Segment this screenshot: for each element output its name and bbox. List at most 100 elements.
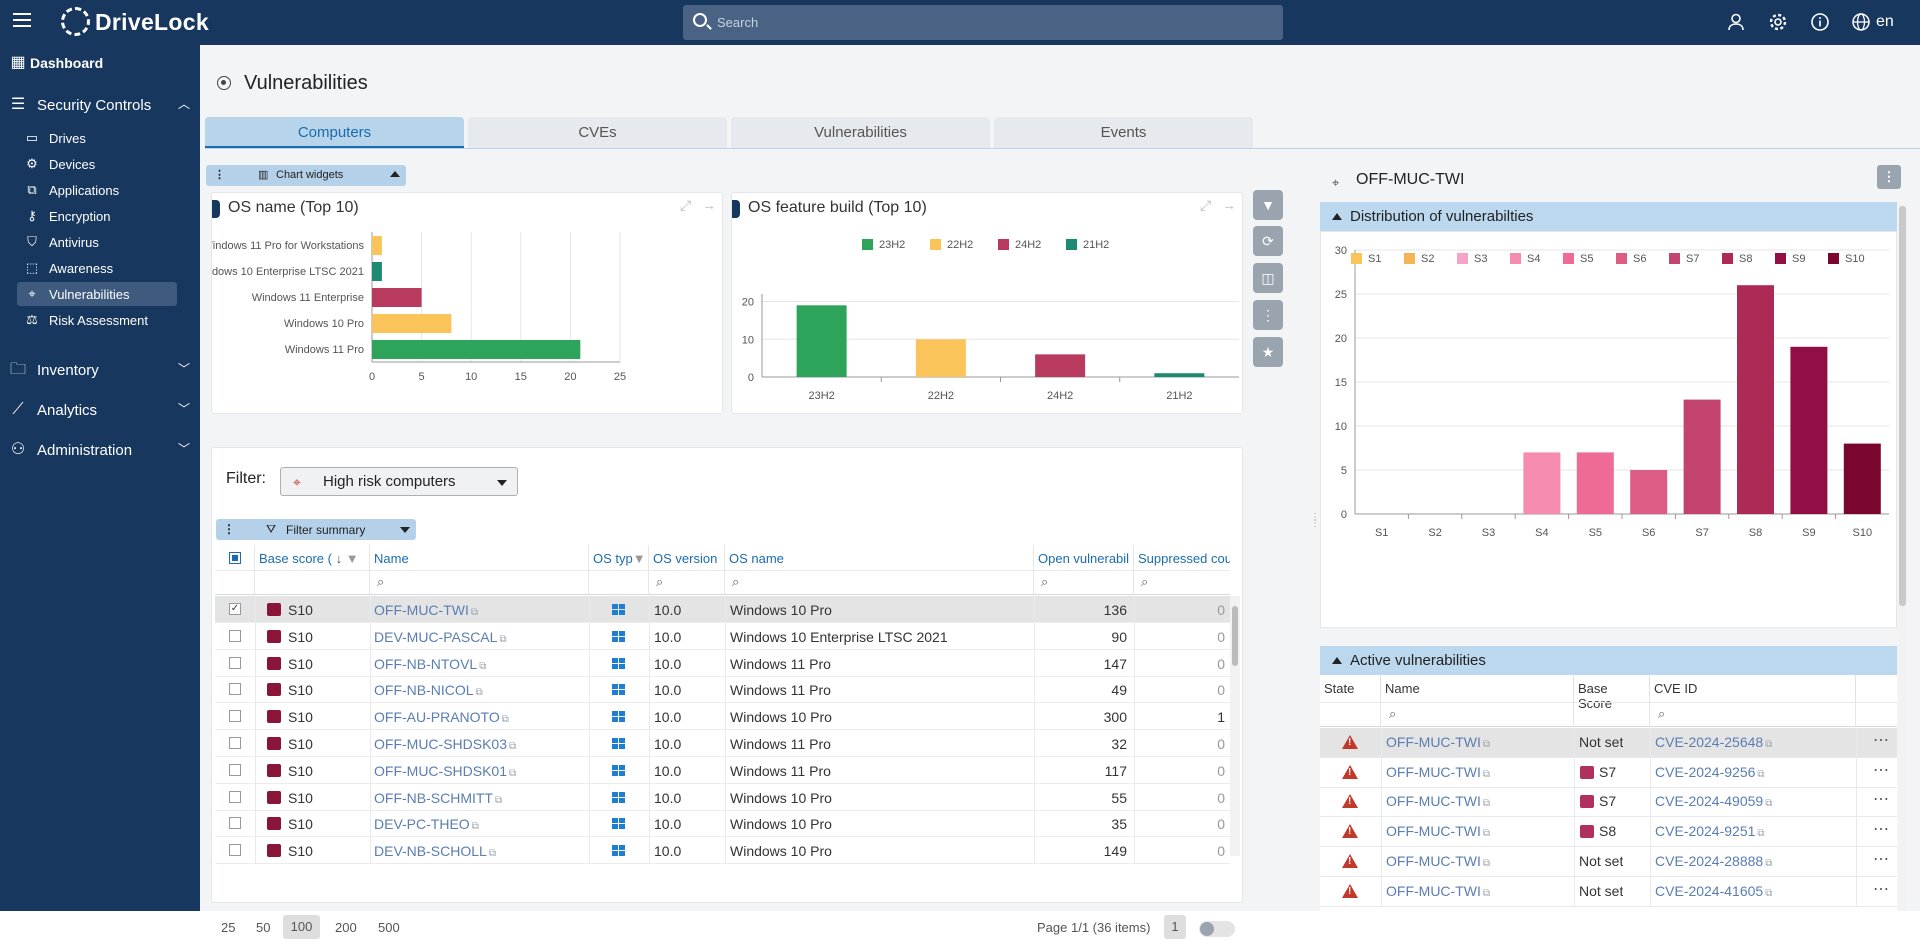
layout-button[interactable]: ◫ bbox=[1253, 263, 1283, 293]
legend-label[interactable]: S4 bbox=[1527, 253, 1540, 265]
bar[interactable] bbox=[372, 262, 382, 281]
vulnerability-row[interactable]: OFF-MUC-TWI⧉ Not set CVE-2024-28888⧉ ⋯ bbox=[1320, 846, 1897, 877]
bar[interactable] bbox=[1154, 373, 1205, 377]
sidebar-item-devices[interactable]: ⚙ Devices bbox=[17, 152, 177, 176]
col-state[interactable]: State bbox=[1320, 675, 1381, 702]
tab-vulnerabilities[interactable]: Vulnerabilities bbox=[731, 117, 990, 148]
vulnerability-row[interactable]: OFF-MUC-TWI⧉ S7 CVE-2024-9256⧉ ⋯ bbox=[1320, 757, 1897, 788]
kebab-menu-icon[interactable]: ⋮ bbox=[214, 169, 225, 181]
computer-name-link[interactable]: OFF-MUC-TWI ⧉ bbox=[1386, 882, 1490, 899]
legend-label[interactable]: 22H2 bbox=[947, 239, 973, 251]
col-name[interactable]: Name bbox=[370, 545, 589, 570]
row-checkbox[interactable]: ✓ bbox=[229, 603, 241, 615]
sidebar-group-inventory[interactable]: 🗀 Inventory ﹀ bbox=[9, 361, 191, 379]
row-checkbox[interactable] bbox=[229, 790, 241, 803]
expand-icon[interactable]: ⤢ bbox=[680, 197, 692, 213]
cve-id-link[interactable]: CVE-2024-9256 ⧉ bbox=[1655, 763, 1765, 780]
computer-name-link[interactable]: DEV-NB-SCHOLL ⧉ bbox=[374, 843, 496, 860]
row-actions-icon[interactable]: ⋯ bbox=[1873, 791, 1890, 809]
bar[interactable] bbox=[1843, 443, 1881, 514]
bar[interactable] bbox=[372, 236, 382, 255]
active-vulnerabilities-header[interactable]: Active vulnerabilities bbox=[1320, 646, 1897, 675]
cve-id-link[interactable]: CVE-2024-9251 ⧉ bbox=[1655, 823, 1765, 840]
sidebar-item-antivirus[interactable]: ⛉ Antivirus bbox=[17, 230, 177, 254]
external-link-icon[interactable]: ⧉ bbox=[475, 687, 483, 699]
bar[interactable] bbox=[1790, 346, 1828, 514]
bar[interactable] bbox=[1576, 452, 1614, 514]
table-row[interactable]: S10 OFF-AU-PRANOTO ⧉ 10.0 Windows 10 Pro 300 1 bbox=[215, 703, 1230, 731]
sidebar-group-administration[interactable]: ⚇ Administration ﹀ bbox=[0, 436, 200, 466]
dropdown-arrow-icon[interactable] bbox=[400, 527, 410, 533]
scrollbar[interactable] bbox=[1230, 596, 1240, 856]
table-row[interactable]: S10 OFF-MUC-SHDSK01 ⧉ 10.0 Windows 11 Pro 117… bbox=[215, 756, 1230, 784]
legend-label[interactable]: S5 bbox=[1580, 253, 1593, 265]
column-filter-icon[interactable]: ▼ bbox=[632, 551, 646, 566]
external-link-icon[interactable]: ⧉ bbox=[509, 741, 517, 752]
legend-label[interactable]: S2 bbox=[1421, 253, 1434, 265]
external-link-icon[interactable]: ⧉ bbox=[1765, 798, 1773, 810]
legend-label[interactable]: S8 bbox=[1739, 253, 1752, 265]
filter-button[interactable]: ▼ bbox=[1253, 190, 1283, 220]
legend-label[interactable]: S9 bbox=[1792, 253, 1805, 265]
tab-computers[interactable]: Computers bbox=[205, 117, 464, 148]
legend-label[interactable]: 21H2 bbox=[1083, 239, 1109, 251]
col-base-score[interactable]: Base Score bbox=[1574, 675, 1650, 711]
external-link-icon[interactable]: ⧉ bbox=[1482, 768, 1490, 780]
sidebar-item-vulnerabilities[interactable]: ⌖ Vulnerabilities bbox=[17, 282, 177, 306]
computer-name-link[interactable]: OFF-MUC-TWI ⧉ bbox=[1386, 763, 1490, 780]
external-link-icon[interactable]: ⧉ bbox=[494, 794, 503, 806]
computer-name-link[interactable]: OFF-MUC-TWI ⧉ bbox=[1386, 734, 1490, 750]
table-row[interactable]: S10 OFF-MUC-SHDSK03 ⧉ 10.0 Windows 11 Pro 32 0 bbox=[215, 730, 1230, 757]
scrollbar[interactable] bbox=[1898, 202, 1907, 911]
info-icon[interactable] bbox=[1810, 12, 1830, 32]
settings-gear-icon[interactable] bbox=[1768, 12, 1788, 32]
bar[interactable] bbox=[1523, 452, 1561, 514]
distribution-panel-header[interactable]: Distribution of vulnerabilties bbox=[1320, 202, 1897, 231]
sort-desc-icon[interactable]: ↓ bbox=[335, 551, 343, 566]
kebab-menu-icon[interactable]: ⋮ bbox=[223, 522, 235, 536]
more-button[interactable]: ⋮ bbox=[1253, 300, 1283, 330]
computer-name-link[interactable]: OFF-MUC-TWI ⧉ bbox=[374, 602, 478, 618]
computer-name-link[interactable]: OFF-MUC-TWI ⧉ bbox=[1386, 852, 1490, 869]
col-base-score[interactable]: Base score ( ↓ ▼ bbox=[255, 545, 370, 570]
computer-name-link[interactable]: OFF-NB-NTOVL ⧉ bbox=[374, 655, 487, 672]
vulnerability-row[interactable]: OFF-MUC-TWI⧉ S8 CVE-2024-9251⧉ ⋯ bbox=[1320, 817, 1897, 848]
tab-events[interactable]: Events bbox=[994, 117, 1253, 148]
row-actions-icon[interactable]: ⋯ bbox=[1873, 761, 1890, 779]
bar[interactable] bbox=[796, 305, 847, 377]
external-link-icon[interactable]: ⧉ bbox=[488, 848, 496, 860]
legend-label[interactable]: S6 bbox=[1633, 253, 1646, 265]
page-size-200[interactable]: 200 bbox=[335, 920, 357, 935]
external-link-icon[interactable]: ⧉ bbox=[499, 633, 507, 645]
legend-label[interactable]: 24H2 bbox=[1015, 239, 1041, 251]
col-os-type[interactable]: OS typ▼ bbox=[589, 545, 649, 570]
paging-toggle[interactable] bbox=[1199, 921, 1235, 937]
page-size-500[interactable]: 500 bbox=[378, 920, 400, 935]
row-checkbox[interactable] bbox=[229, 629, 241, 642]
legend-label[interactable]: S1 bbox=[1368, 253, 1381, 265]
sidebar-group-security-controls[interactable]: ☰ Security Controls ︿ bbox=[0, 91, 200, 121]
sidebar-item-drives[interactable]: ▭ Drives bbox=[25, 130, 86, 146]
scrollbar-thumb[interactable] bbox=[1899, 206, 1906, 606]
table-row[interactable]: S10 OFF-NB-NICOL ⧉ 10.0 Windows 11 Pro 49 0 bbox=[215, 676, 1230, 704]
external-link-icon[interactable]: ⧉ bbox=[1757, 768, 1765, 780]
computer-name-link[interactable]: OFF-AU-PRANOTO ⧉ bbox=[374, 709, 509, 726]
external-link-icon[interactable]: ⧉ bbox=[479, 660, 487, 672]
computer-name-link[interactable]: OFF-MUC-SHDSK03 ⧉ bbox=[374, 736, 517, 752]
row-checkbox[interactable] bbox=[229, 817, 241, 830]
row-checkbox[interactable] bbox=[229, 763, 241, 776]
suppressed-filter-input[interactable]: ⌕ bbox=[1134, 570, 1230, 595]
table-row[interactable]: S10 DEV-MUC-PASCAL ⧉ 10.0 Windows 10 Enterpr… bbox=[215, 622, 1230, 650]
page-size-25[interactable]: 25 bbox=[221, 920, 236, 935]
vulnerability-row[interactable]: OFF-MUC-TWI⧉ S7 CVE-2024-49059⧉ ⋯ bbox=[1320, 787, 1897, 818]
sidebar-item-applications[interactable]: ⧉ Applications bbox=[17, 178, 177, 202]
name-filter-input[interactable]: ⌕ bbox=[1381, 702, 1574, 727]
row-checkbox[interactable] bbox=[229, 844, 241, 857]
bar[interactable] bbox=[1737, 285, 1774, 514]
sidebar-item-risk-assessment[interactable]: ⚖ Risk Assessment bbox=[17, 308, 177, 332]
arrow-right-icon[interactable]: → bbox=[702, 197, 716, 213]
bar[interactable] bbox=[372, 340, 581, 359]
computer-name-link[interactable]: OFF-NB-SCHMITT ⧉ bbox=[374, 789, 503, 806]
row-checkbox[interactable] bbox=[229, 737, 241, 749]
external-link-icon[interactable]: ⧉ bbox=[470, 607, 478, 618]
